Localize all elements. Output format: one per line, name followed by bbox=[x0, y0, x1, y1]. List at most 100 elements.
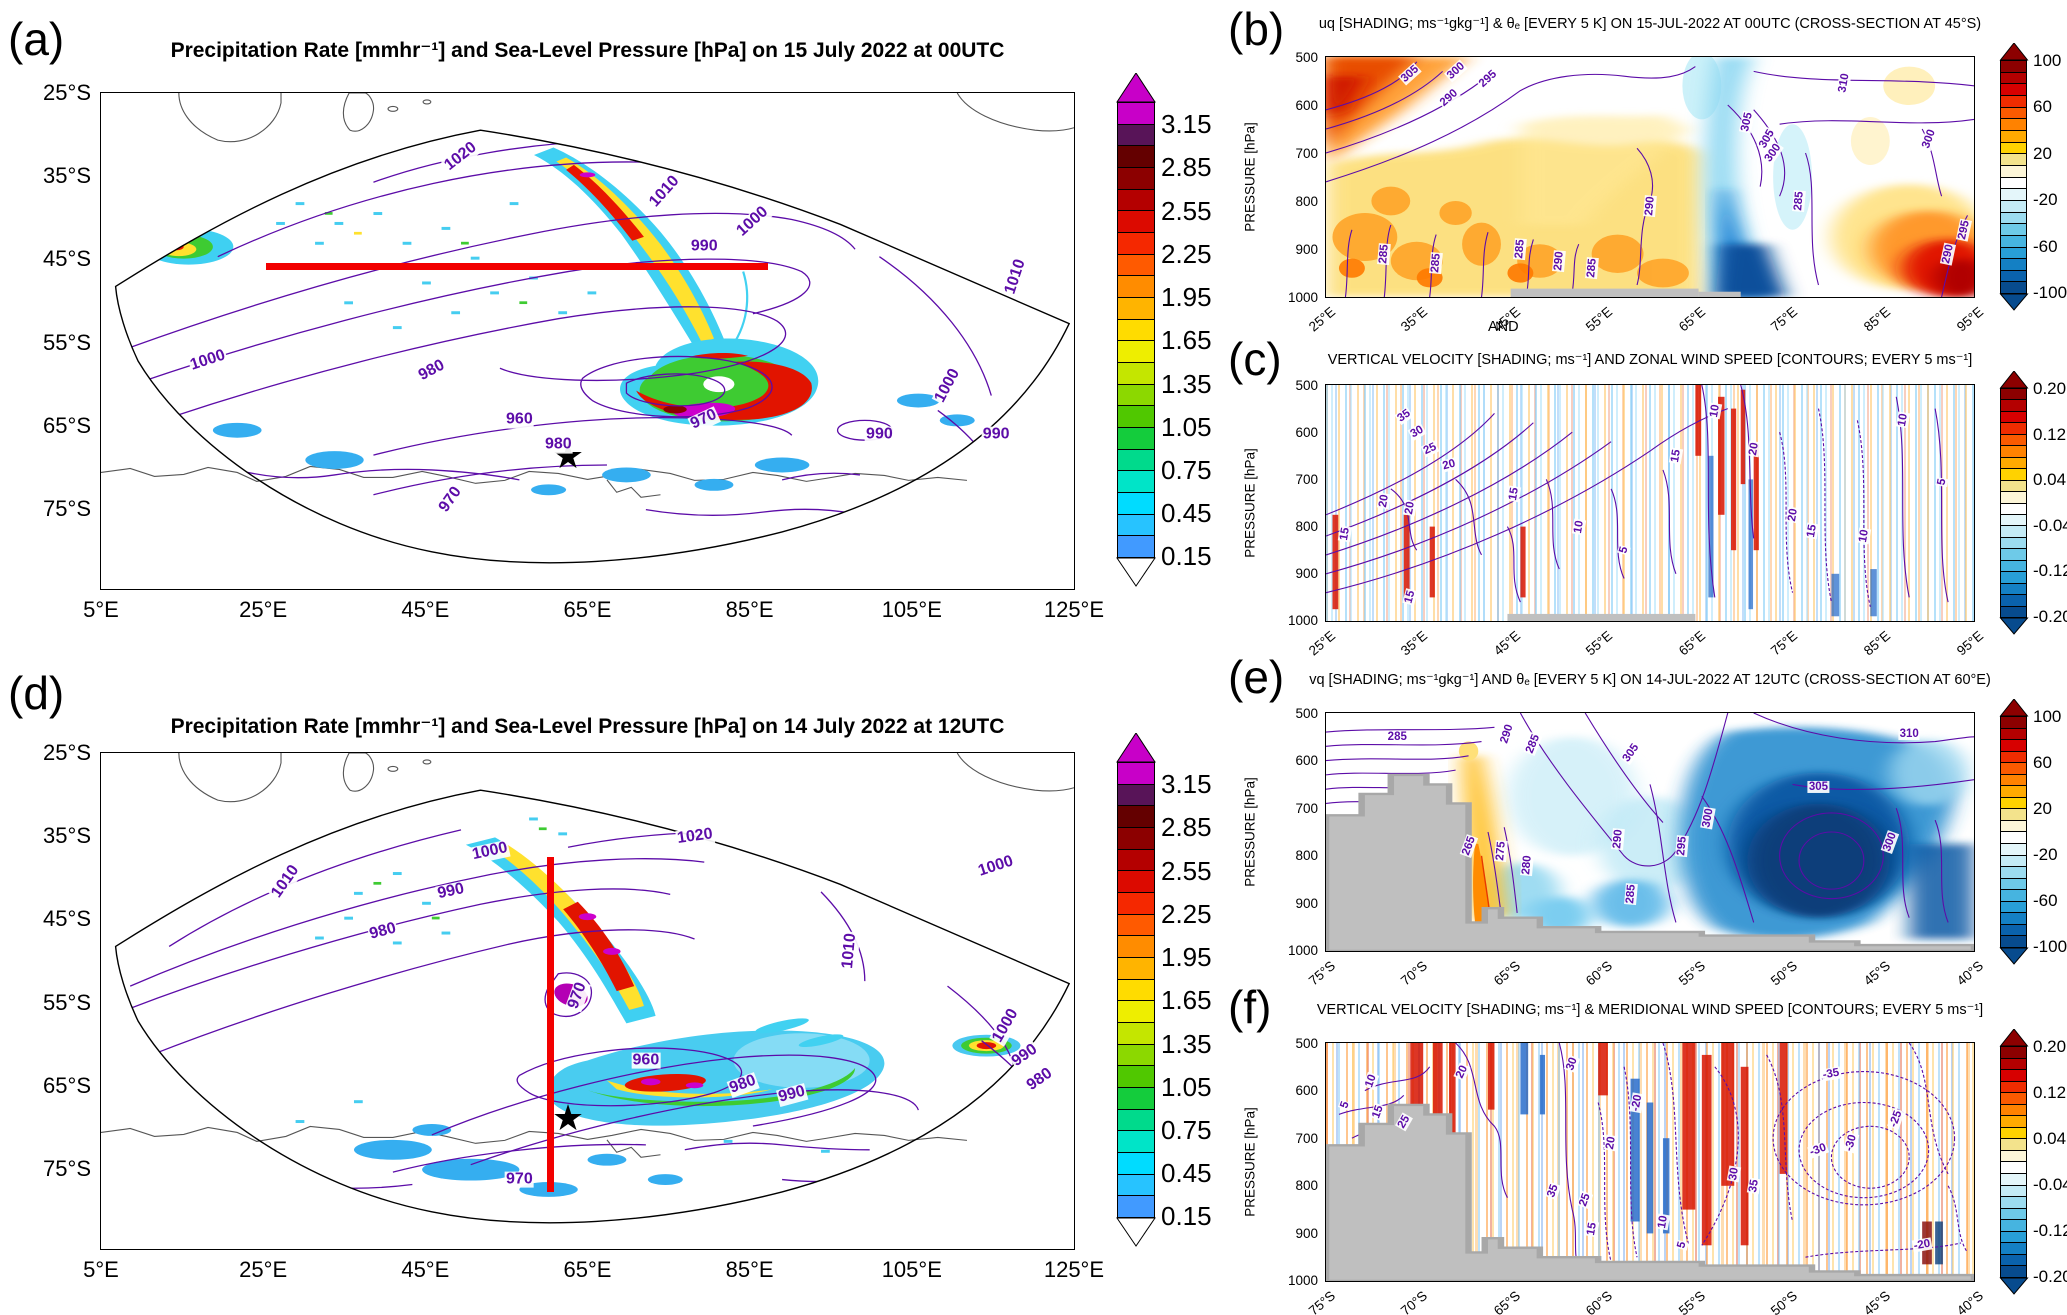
colorbar-segment bbox=[1118, 470, 1154, 493]
colorbar-segment bbox=[1118, 1022, 1154, 1044]
contour-label: 20 bbox=[1746, 440, 1761, 458]
updraft-streaks bbox=[1332, 385, 1759, 610]
map-a-graphic bbox=[101, 93, 1074, 589]
colorbar-segment bbox=[2001, 819, 2026, 832]
colorbar-segment bbox=[2001, 1161, 2026, 1174]
colorbar-segment bbox=[1118, 448, 1154, 471]
colorbar-segment bbox=[2001, 605, 2026, 618]
colorbar-segment bbox=[1118, 188, 1154, 211]
panel-c-title: VERTICAL VELOCITY [SHADING; ms⁻¹] AND ZO… bbox=[1327, 352, 1973, 368]
colorbar-segment bbox=[2001, 1173, 2026, 1185]
cross-section-c-graphic bbox=[1326, 385, 1974, 621]
contour-label: 960 bbox=[631, 1051, 661, 1069]
panel-a-title: Precipitation Rate [mmhr⁻¹] and Sea-Leve… bbox=[170, 39, 1005, 62]
contour-label: 5 bbox=[1934, 476, 1949, 487]
contour-label: 290 bbox=[1643, 194, 1657, 217]
colorbar-segments bbox=[2001, 389, 2026, 618]
colorbar-segment bbox=[2001, 877, 2026, 890]
colorbar-segment bbox=[2001, 1126, 2026, 1139]
colorbar-segment bbox=[1118, 1173, 1154, 1196]
contour-label: 990 bbox=[865, 425, 894, 444]
contour-label: 275 bbox=[1494, 839, 1508, 863]
colorbar-labels-e: 100 60 20 -20 -60 -100 bbox=[2033, 707, 2067, 956]
colorbar-segment bbox=[2001, 199, 2026, 212]
panel-f-plot: 5 10 15 25 20 30 35 25 20 -20 -35 -30 -30 -25 -20 15 10 5… bbox=[1242, 1035, 1986, 1315]
colorbar-segment bbox=[2001, 571, 2026, 583]
colorbar-segment bbox=[2001, 106, 2026, 119]
colorbar-segment bbox=[2001, 1196, 2026, 1208]
contour-label: 285 bbox=[1623, 882, 1638, 905]
colorbar-segment bbox=[2001, 422, 2026, 434]
colorbar-segment bbox=[2001, 1242, 2026, 1254]
colorbar-segments bbox=[1118, 103, 1154, 558]
colorbar-segment bbox=[1118, 805, 1154, 828]
colorbar-segment bbox=[2001, 71, 2026, 84]
colorbar-segment bbox=[2001, 269, 2026, 282]
contour-label: 310 bbox=[1898, 728, 1920, 741]
colorbar-segment bbox=[2001, 889, 2026, 901]
contour-label: 1010 bbox=[839, 931, 861, 971]
colorbar-labels-f: 0.200.120.04-0.04-0.12-0.20 bbox=[2033, 1037, 2067, 1286]
colorbar-segment bbox=[1118, 210, 1154, 233]
contour-label: 960 bbox=[505, 410, 534, 429]
contour-label: 10 bbox=[1895, 412, 1910, 429]
colorbar-segment bbox=[1118, 892, 1154, 914]
panel-b-title: uq [SHADING; ms⁻¹gkg⁻¹] & θₑ [EVERY 5 K]… bbox=[1318, 16, 1982, 32]
colorbar-segment bbox=[1118, 275, 1154, 298]
colorbar-arrow-down bbox=[1116, 1217, 1156, 1247]
zonal-wind-contours bbox=[1326, 385, 1948, 607]
panel-e-yticks: 500 600 700 800 900 1000 bbox=[1287, 705, 1318, 959]
colorbar-arrow-up bbox=[1999, 699, 2028, 717]
colorbar-segment bbox=[2001, 762, 2026, 774]
colorbar-segments bbox=[2001, 61, 2026, 294]
panel-e-plot: 285 290 285 305 310 305 300 295 290 285 280 275 265 3… bbox=[1242, 705, 1986, 989]
antarctic-terrain bbox=[1326, 1103, 1974, 1281]
colorbar-segment bbox=[2001, 594, 2026, 606]
colorbar-segments bbox=[1118, 763, 1154, 1218]
colorbar-segment bbox=[2001, 399, 2026, 411]
cross-section-line-a bbox=[266, 263, 768, 271]
vq-shading bbox=[1458, 727, 1974, 940]
colorbar-segment bbox=[2001, 433, 2026, 446]
colorbar-segment bbox=[2001, 1047, 2026, 1058]
contour-label: 10 bbox=[1571, 518, 1586, 535]
colorbar-segment bbox=[1118, 913, 1154, 936]
panel-f-yticks: 500 600 700 800 900 1000 bbox=[1287, 1035, 1318, 1289]
map-d-yticks: 25°S 35°S 45°S 55°S 65°S 75°S bbox=[43, 740, 91, 1182]
colorbar-segment bbox=[1118, 827, 1154, 849]
colorbar-arrow-down bbox=[1999, 1277, 2028, 1295]
colorbar-segment bbox=[2001, 502, 2026, 514]
contour-label: 990 bbox=[981, 425, 1011, 444]
panel-a-map: ★ 1020 1010 1000 990 1000 980 960 970 980 970 990 1… bbox=[43, 80, 1104, 622]
panel-d-label: (d) bbox=[8, 667, 65, 719]
colorbar-segment bbox=[2001, 935, 2026, 947]
coastlines bbox=[101, 93, 1074, 497]
colorbar-segment bbox=[1118, 362, 1154, 384]
precip-colorbar-d: 3.15 2.85 2.55 2.25 1.95 1.65 1.35 1.05 0.75 0.45… bbox=[1116, 733, 1212, 1247]
colorbar-arrow-down bbox=[1999, 947, 2028, 965]
contour-label: 10 bbox=[1856, 527, 1872, 545]
colorbar-labels-b: 100 60 20 -20 -60 -100 bbox=[2033, 51, 2067, 302]
colorbar-segment bbox=[2001, 1149, 2026, 1162]
panel-c-canvas bbox=[1326, 385, 1974, 621]
colorbar-segment bbox=[2001, 141, 2026, 154]
contour-label: 295 bbox=[1675, 835, 1690, 858]
colorbar-segment bbox=[1118, 1195, 1154, 1218]
contour-label: 285 bbox=[1429, 252, 1444, 275]
bathymetry-bar-step bbox=[1698, 291, 1741, 297]
panel-c-plot: 35 30 25 20 20 20 15 15 10 5 15 10 20 20 15 10 10 5 15 PRE… bbox=[1242, 377, 1986, 659]
colorbar-segment bbox=[2001, 1138, 2026, 1150]
contour-label: 990 bbox=[689, 237, 719, 256]
w-colorbar-f: 0.200.120.04-0.04-0.12-0.20 bbox=[1999, 1029, 2067, 1295]
panel-f-label: (f) bbox=[1228, 981, 1272, 1033]
downdraft-streaks bbox=[1708, 455, 1877, 617]
bathymetry-bar bbox=[1507, 613, 1696, 621]
map-a-yticks: 25°S 35°S 45°S 55°S 65°S 75°S bbox=[43, 80, 91, 522]
panel-b-yticks: 500 600 700 800 900 1000 bbox=[1287, 49, 1318, 305]
colorbar-segment bbox=[2001, 739, 2026, 751]
antarctic-terrain bbox=[1326, 773, 1974, 951]
panel-c-label: (c) bbox=[1228, 333, 1282, 385]
colorbar-segment bbox=[2001, 773, 2026, 786]
panel-a-label: (a) bbox=[8, 13, 65, 65]
